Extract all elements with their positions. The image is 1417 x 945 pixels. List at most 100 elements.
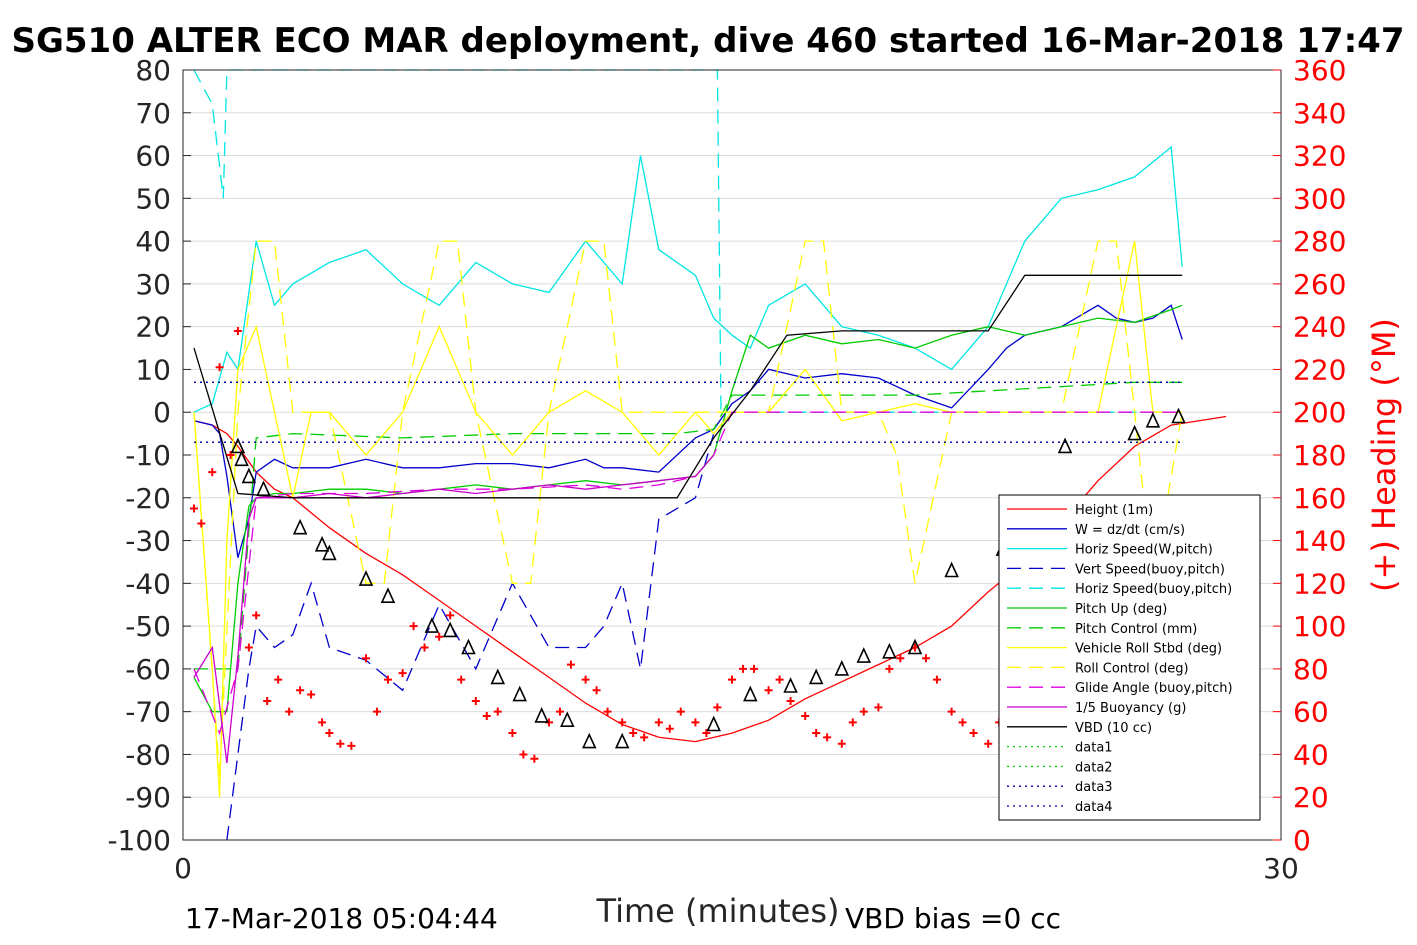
legend-entry: Horiz Speed(buoy,pitch) [1075, 582, 1232, 597]
legend-entry: Pitch Control (mm) [1075, 622, 1197, 637]
heading-point [508, 729, 517, 738]
heading-point [848, 718, 857, 727]
turn-marker [944, 561, 959, 578]
heading-point [519, 750, 528, 759]
heading-point [530, 754, 539, 763]
turn-marker [614, 732, 630, 749]
turn-marker [1171, 407, 1186, 424]
y-right-tick-label: 100 [1293, 610, 1346, 643]
heading-point [728, 675, 736, 684]
turn-marker [442, 621, 458, 638]
y-tick-label: -90 [125, 781, 171, 814]
heading-point [676, 707, 685, 716]
heading-point [347, 741, 356, 750]
y-tick-label: 60 [135, 140, 171, 173]
y-axis-right: 3603403203002802602402202001801601401201… [1273, 54, 1346, 857]
heading-point [435, 632, 444, 641]
heading-point [640, 733, 649, 742]
heading-point [921, 654, 930, 663]
legend: Height (1m) W = dz/dt (cm/s) Horiz Speed(W… [998, 494, 1261, 821]
heading-point [859, 707, 868, 716]
y-right-tick-label: 240 [1293, 311, 1346, 344]
heading-point [603, 707, 612, 716]
turn-markers [230, 407, 1186, 749]
turn-marker [234, 450, 249, 467]
y-right-tick-label: 220 [1293, 353, 1346, 386]
y-right-tick-label: 180 [1293, 439, 1346, 472]
heading-point [749, 664, 758, 673]
legend-entry: Pitch Up (deg) [1075, 602, 1167, 617]
footer-timestamp: 17-Mar-2018 05:04:44 [185, 902, 498, 935]
heading-point [837, 739, 846, 748]
turn-marker [882, 642, 897, 659]
turn-marker [380, 587, 396, 603]
turn-marker [322, 544, 337, 561]
heading-point [244, 643, 253, 652]
heading-point [566, 660, 575, 669]
y-right-tick-label: 20 [1293, 781, 1329, 814]
heading-point [274, 675, 283, 684]
heading-point [457, 675, 466, 684]
heading-point [764, 686, 773, 695]
heading-point [947, 707, 956, 716]
heading-point [702, 729, 711, 738]
turn-marker [834, 659, 850, 676]
y-right-tick-label: 80 [1293, 653, 1329, 686]
heading-point [493, 707, 502, 716]
y-tick-label: 30 [135, 268, 171, 301]
heading-point [420, 643, 429, 652]
y-right-tick-label: 200 [1293, 396, 1346, 429]
turn-marker [808, 668, 824, 685]
series-vbd-line [193, 274, 1183, 499]
heading-point [629, 729, 638, 738]
x-tick-label: 30 [1263, 852, 1299, 885]
heading-point [969, 729, 978, 738]
heading-point [958, 718, 967, 727]
heading-point [665, 724, 674, 733]
heading-point [372, 707, 381, 716]
heading-point [398, 669, 407, 678]
heading-point [592, 686, 601, 695]
turn-marker [534, 707, 549, 723]
turn-marker [1057, 437, 1073, 454]
y-right-tick-label: 40 [1293, 738, 1329, 771]
heading-point [252, 611, 261, 620]
heading-point [409, 622, 418, 631]
y-tick-label: -40 [125, 567, 171, 600]
heading-point [318, 718, 327, 727]
heading-point [189, 504, 198, 513]
y-tick-label: 10 [135, 353, 171, 386]
heading-point [786, 696, 795, 705]
turn-marker [1127, 424, 1142, 441]
y-right-tick-label: 360 [1293, 54, 1346, 87]
turn-marker [783, 677, 798, 693]
y-right-tick-label: 0 [1293, 824, 1311, 857]
heading-point [738, 664, 747, 673]
x-axis: 0 30 [174, 832, 1299, 885]
heading-point [775, 675, 784, 684]
legend-entry: data1 [1075, 741, 1113, 756]
turn-marker [241, 467, 257, 484]
turn-marker [230, 437, 246, 454]
y-tick-label: -70 [125, 696, 171, 729]
heading-point [984, 739, 993, 748]
turn-marker [424, 617, 440, 633]
heading-point [654, 718, 663, 727]
heading-point [383, 675, 392, 684]
y-right-tick-label: 60 [1293, 696, 1329, 729]
y-tick-label: 40 [135, 225, 171, 258]
heading-point [296, 686, 305, 695]
turn-marker [706, 715, 721, 732]
y-tick-label: -50 [125, 610, 171, 643]
y-tick-label: 20 [135, 311, 171, 344]
heading-point [233, 326, 242, 335]
heading-point [263, 696, 272, 705]
y-right-tick-label: 320 [1293, 140, 1346, 173]
right-axis-label: (+) Heading (°M) [1365, 318, 1403, 592]
legend-entry: Vert Speed(buoy,pitch) [1075, 562, 1225, 577]
y-tick-label: 50 [135, 182, 171, 215]
heading-point [307, 690, 316, 699]
heading-point [581, 675, 590, 684]
series-horiz_w-line [193, 145, 1183, 413]
turn-marker [358, 570, 374, 586]
